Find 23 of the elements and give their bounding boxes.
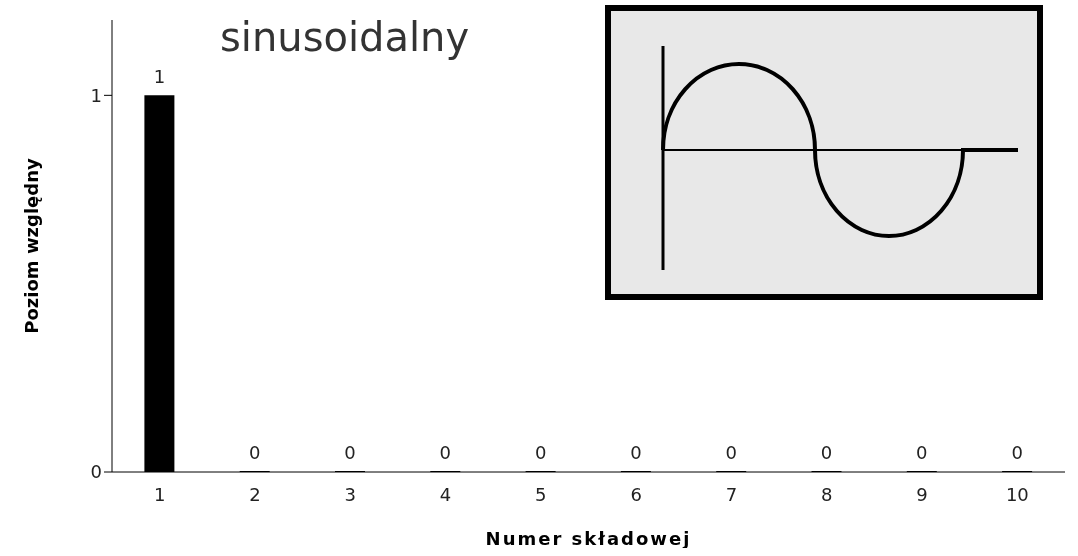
data-label: 0: [534, 442, 547, 463]
x-tick-label: 2: [249, 483, 261, 505]
data-label: 0: [1011, 442, 1023, 463]
x-tick-label: 1: [153, 483, 166, 505]
x-tick-label: 10: [1005, 483, 1029, 505]
x-tick-label: 7: [725, 483, 738, 505]
x-tick-label: 5: [535, 483, 547, 505]
x-tick-label: 9: [916, 483, 928, 505]
x-axis-title: Numer składowej: [485, 527, 692, 549]
data-label: 0: [630, 442, 642, 463]
data-label: 0: [820, 442, 833, 463]
x-tick-label: 4: [439, 483, 452, 505]
data-label: 0: [248, 442, 261, 463]
data-label: 0: [916, 442, 928, 463]
data-label: 0: [439, 442, 452, 463]
x-tick-label: 8: [821, 483, 833, 505]
x-tick-label: 6: [630, 483, 642, 505]
chart-title: sinusoidalny: [220, 14, 470, 60]
x-tick-label: 3: [344, 483, 356, 505]
data-label: 1: [153, 66, 166, 88]
y-axis-title: Poziom względny: [21, 158, 43, 334]
data-label: 0: [725, 442, 737, 463]
data-label: 0: [344, 442, 356, 463]
